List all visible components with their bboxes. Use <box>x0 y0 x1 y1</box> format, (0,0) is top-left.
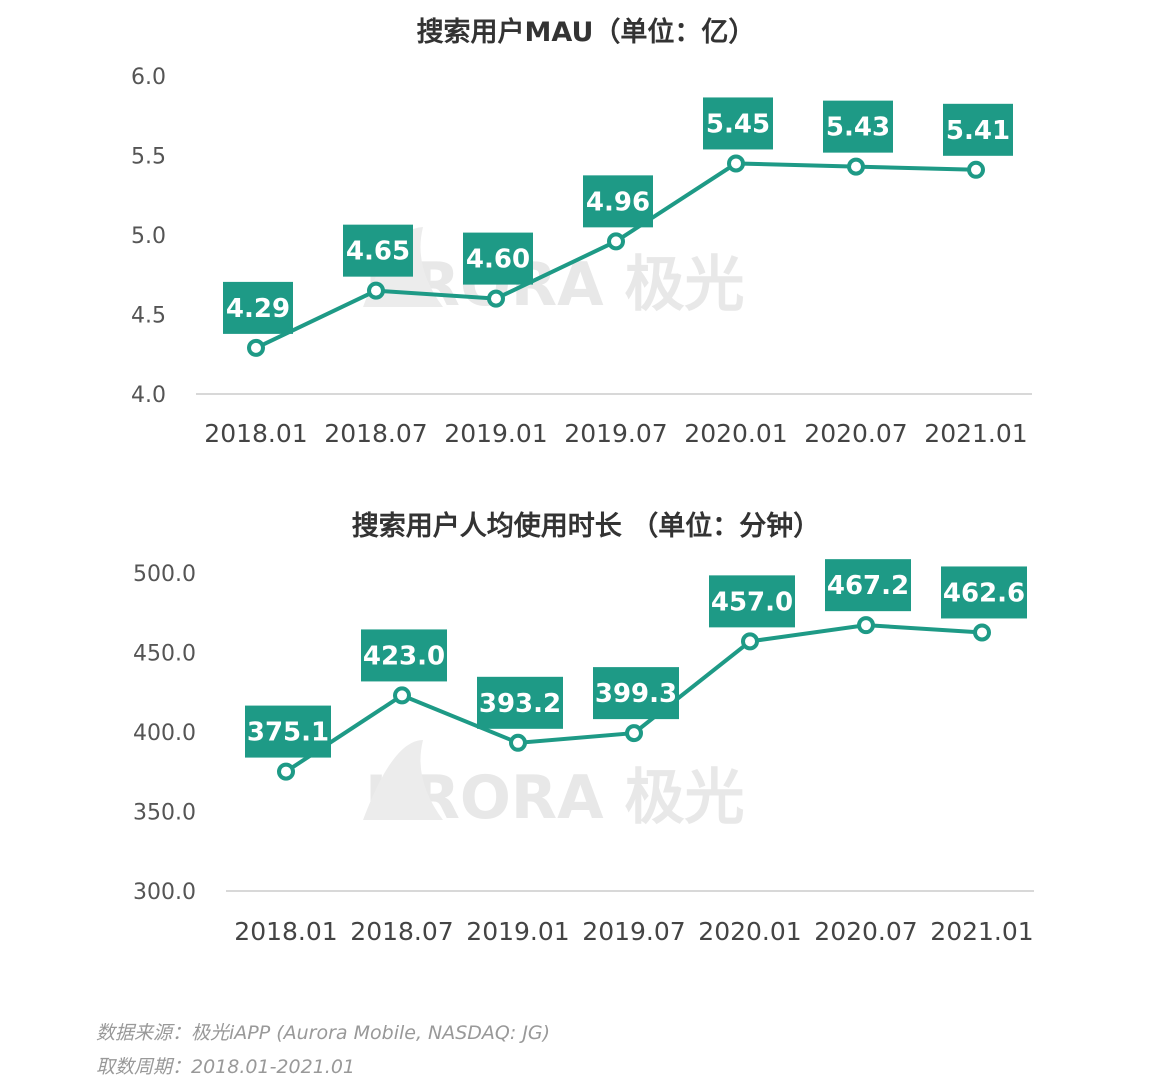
x-tick-label: 2020.07 <box>804 419 907 448</box>
data-label-box <box>703 97 773 150</box>
data-point <box>967 160 985 179</box>
data-label-box <box>361 629 447 682</box>
x-tick-label: 2018.01 <box>234 917 337 946</box>
data-label-box <box>343 224 413 277</box>
y-tick-label: 5.5 <box>131 145 166 170</box>
data-label: 467.2 <box>827 571 909 601</box>
data-label: 399.3 <box>595 679 677 709</box>
chart-title-usage-time: 搜索用户人均使用时长 （单位：分钟） <box>351 511 821 542</box>
data-point <box>741 632 759 651</box>
x-tick-label: 2018.07 <box>324 419 427 448</box>
x-tick-label: 2020.01 <box>698 917 801 946</box>
data-label-box <box>941 566 1027 619</box>
data-label-box <box>593 667 679 720</box>
data-point <box>247 338 265 357</box>
aurora-logo-icon <box>363 740 443 820</box>
y-tick-label: 5.0 <box>131 224 166 249</box>
x-tick-label: 2018.01 <box>204 419 307 448</box>
data-label: 4.65 <box>346 237 410 267</box>
data-label-box <box>223 281 293 334</box>
y-tick-label: 350.0 <box>133 801 196 826</box>
x-tick-label: 2018.07 <box>350 917 453 946</box>
data-point <box>607 232 625 251</box>
data-label-box <box>943 103 1013 156</box>
data-label-box <box>709 575 795 628</box>
data-point <box>727 154 745 173</box>
data-point <box>847 157 865 176</box>
data-label-box <box>825 559 911 612</box>
data-label: 462.6 <box>943 578 1025 608</box>
data-label: 393.2 <box>479 689 561 719</box>
data-point <box>973 623 991 642</box>
data-label: 4.29 <box>226 294 290 324</box>
data-source-note: 数据来源：极光iAPP (Aurora Mobile, NASDAQ: JG) <box>96 1022 551 1044</box>
data-point <box>509 733 527 752</box>
data-point <box>393 686 411 705</box>
y-tick-label: 4.0 <box>131 383 166 408</box>
data-point <box>857 616 875 635</box>
data-point <box>277 762 295 781</box>
x-tick-label: 2019.01 <box>466 917 569 946</box>
x-tick-label: 2019.07 <box>582 917 685 946</box>
x-tick-label: 2019.01 <box>444 419 547 448</box>
y-tick-label: 6.0 <box>131 65 166 90</box>
data-point <box>367 281 385 300</box>
x-tick-label: 2021.01 <box>930 917 1033 946</box>
data-label: 5.43 <box>826 113 890 143</box>
data-label: 457.0 <box>711 587 793 617</box>
data-period-note: 取数周期：2018.01-2021.01 <box>96 1056 355 1078</box>
data-label-box <box>823 100 893 153</box>
data-label: 5.41 <box>946 116 1010 146</box>
x-tick-label: 2019.07 <box>564 419 667 448</box>
y-tick-label: 300.0 <box>133 880 196 905</box>
data-label-box <box>463 232 533 285</box>
x-tick-label: 2021.01 <box>924 419 1027 448</box>
y-tick-label: 400.0 <box>133 721 196 746</box>
data-point <box>625 724 643 743</box>
y-tick-label: 500.0 <box>133 562 196 587</box>
data-label-box <box>477 676 563 729</box>
data-label: 5.45 <box>706 109 770 139</box>
chart-title-mau: 搜索用户MAU（单位：亿） <box>416 17 756 48</box>
data-label-box <box>583 175 653 228</box>
data-label: 423.0 <box>363 641 445 671</box>
data-label: 375.1 <box>247 718 329 748</box>
y-tick-label: 4.5 <box>131 304 166 329</box>
data-point <box>487 289 505 308</box>
x-tick-label: 2020.01 <box>684 419 787 448</box>
data-label-box <box>245 705 331 758</box>
y-tick-label: 450.0 <box>133 642 196 667</box>
data-label: 4.60 <box>466 245 530 275</box>
data-label: 4.96 <box>586 187 650 217</box>
x-tick-label: 2020.07 <box>814 917 917 946</box>
